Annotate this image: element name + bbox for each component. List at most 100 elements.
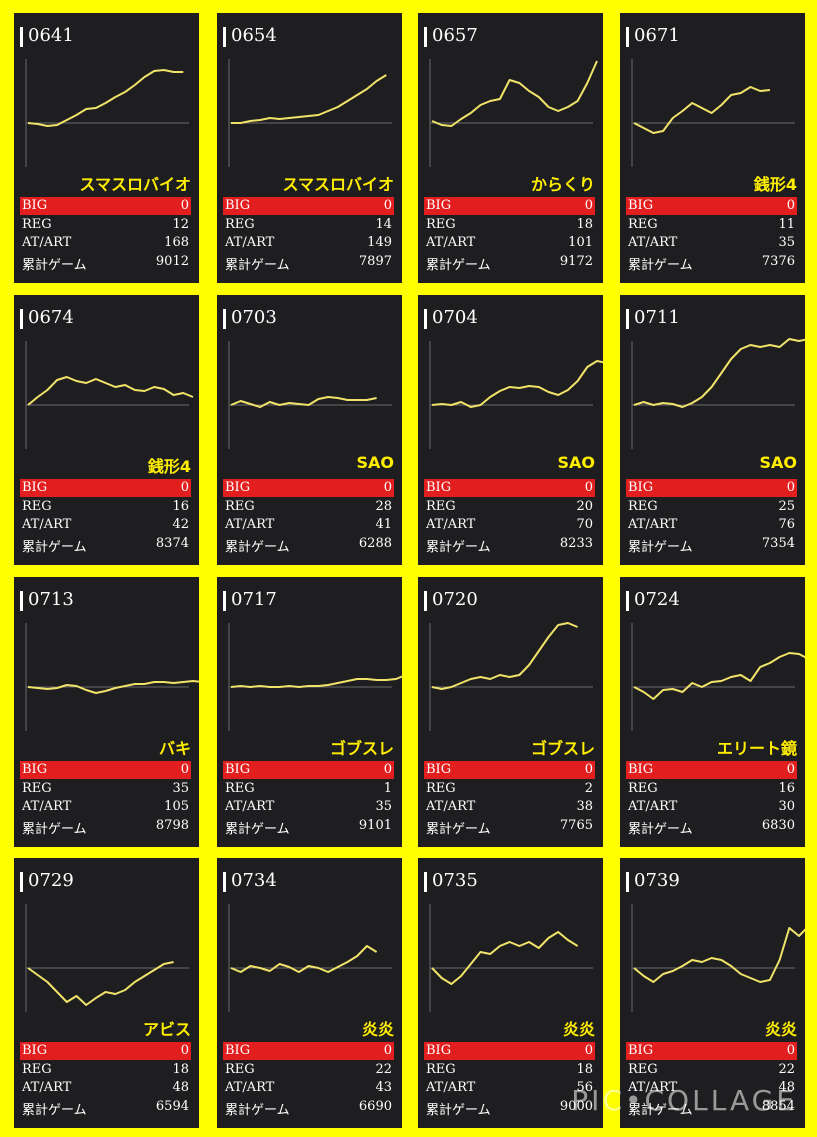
games-label: 累計ゲーム [22,822,87,837]
machine-name: バキ [158,739,191,758]
payout-trend-line [431,622,578,690]
reg-value: 22 [778,1062,795,1077]
machine-number: 0674 [28,307,74,328]
big-value: 0 [180,198,189,213]
slot-card[interactable]: 0704 SAO BIG 0 REG 20 AT/ART 70 累計ゲーム 8233 [418,295,603,565]
big-value: 0 [180,1043,189,1058]
slot-card[interactable]: 0674 銭形4 BIG 0 REG 16 AT/ART 42 累計ゲーム 8374 [14,295,199,565]
machine-name: SAO [759,453,797,472]
at-value: 70 [576,517,593,532]
slot-card[interactable]: 0717 ゴブスレ BIG 0 REG 1 AT/ART 35 累計ゲーム 9101 [217,577,402,847]
games-value: 7765 [559,818,593,833]
slot-card[interactable]: 0713 バキ BIG 0 REG 35 AT/ART 105 累計ゲーム 8798 [14,577,199,847]
slot-card[interactable]: 0654 スマスロバイオ BIG 0 REG 14 AT/ART 149 累計ゲーム 7897 [217,13,402,283]
machine-number-marker [626,309,629,329]
payout-graph [25,904,189,1012]
games-label: 累計ゲーム [628,540,693,555]
at-label: AT/ART [225,799,275,814]
reg-value: 18 [172,1062,189,1077]
reg-value: 11 [778,217,795,232]
at-art-count-row: AT/ART 38 [424,798,595,816]
machine-number-marker [20,872,23,892]
total-games-row: 累計ゲーム 9012 [20,253,191,273]
payout-trend-line [230,945,378,973]
total-games-row: 累計ゲーム 8798 [20,817,191,837]
slot-card[interactable]: 0739 炎炎 BIG 0 REG 22 AT/ART 48 累計ゲーム 8854 [620,858,805,1128]
payout-trend-line [431,360,603,408]
payout-graph [228,623,402,731]
slot-card[interactable]: 0729 アビス BIG 0 REG 18 AT/ART 48 累計ゲーム 6594 [14,858,199,1128]
games-value: 8854 [761,1099,795,1114]
machine-number: 0717 [231,589,277,610]
payout-graph [631,623,805,731]
reg-label: REG [22,1062,52,1077]
payout-graph [228,904,392,1012]
payout-trend-line [633,927,805,983]
machine-number: 0671 [634,25,680,46]
slot-card[interactable]: 0711 SAO BIG 0 REG 25 AT/ART 76 累計ゲーム 7354 [620,295,805,565]
big-label: BIG [22,1043,48,1058]
payout-graph [228,341,392,449]
big-value: 0 [786,480,795,495]
games-value: 9172 [559,254,593,269]
reg-label: REG [426,1062,456,1077]
big-value: 0 [584,198,593,213]
payout-graph [631,59,795,167]
machine-number: 0720 [432,589,478,610]
at-label: AT/ART [225,1080,275,1095]
big-label: BIG [225,1043,251,1058]
at-art-count-row: AT/ART 56 [424,1079,595,1097]
at-value: 30 [778,799,795,814]
reg-label: REG [225,217,255,232]
total-games-row: 累計ゲーム 9000 [424,1098,595,1118]
at-label: AT/ART [426,799,476,814]
machine-name: 銭形4 [147,457,191,476]
at-label: AT/ART [628,799,678,814]
payout-graph [429,622,593,731]
payout-graph [25,341,194,449]
at-art-count-row: AT/ART 149 [223,234,394,252]
at-value: 35 [375,799,392,814]
slot-card[interactable]: 0735 炎炎 BIG 0 REG 18 AT/ART 56 累計ゲーム 9000 [418,858,603,1128]
reg-label: REG [22,499,52,514]
big-count-row: BIG 0 [626,1042,797,1060]
machine-number: 0734 [231,870,277,891]
slot-card[interactable]: 0671 銭形4 BIG 0 REG 11 AT/ART 35 累計ゲーム 7376 [620,13,805,283]
slot-card[interactable]: 0724 エリート鏡 BIG 0 REG 16 AT/ART 30 累計ゲーム 6830 [620,577,805,847]
reg-count-row: REG 18 [424,216,595,234]
slot-card[interactable]: 0641 スマスロバイオ BIG 0 REG 12 AT/ART 168 累計ゲーム 9012 [14,13,199,283]
games-value: 6288 [358,536,392,551]
reg-count-row: REG 28 [223,498,394,516]
total-games-row: 累計ゲーム 8233 [424,535,595,555]
machine-name: アビス [142,1020,191,1039]
reg-value: 18 [576,1062,593,1077]
machine-number: 0704 [432,307,478,328]
slot-card[interactable]: 0657 からくり BIG 0 REG 18 AT/ART 101 累計ゲーム 9172 [418,13,603,283]
games-value: 9012 [155,254,189,269]
reg-count-row: REG 2 [424,780,595,798]
big-label: BIG [22,198,48,213]
payout-trend-line [431,931,579,985]
payout-trend-line [231,74,387,124]
machine-name: 炎炎 [764,1020,797,1039]
games-value: 6690 [358,1099,392,1114]
big-label: BIG [628,762,654,777]
reg-value: 28 [375,499,392,514]
reg-count-row: REG 18 [20,1061,191,1079]
machine-number-marker [626,591,629,611]
slot-card[interactable]: 0734 炎炎 BIG 0 REG 22 AT/ART 43 累計ゲーム 6690 [217,858,402,1128]
at-value: 101 [568,235,593,250]
games-label: 累計ゲーム [22,258,87,273]
big-count-row: BIG 0 [20,1042,191,1060]
machine-number-marker [223,591,226,611]
slot-card[interactable]: 0703 SAO BIG 0 REG 28 AT/ART 41 累計ゲーム 6288 [217,295,402,565]
reg-count-row: REG 12 [20,216,191,234]
big-value: 0 [584,762,593,777]
slot-card[interactable]: 0720 ゴブスレ BIG 0 REG 2 AT/ART 38 累計ゲーム 7765 [418,577,603,847]
at-value: 168 [164,235,189,250]
big-value: 0 [180,762,189,777]
reg-count-row: REG 22 [223,1061,394,1079]
big-label: BIG [426,762,452,777]
reg-count-row: REG 1 [223,780,394,798]
games-label: 累計ゲーム [22,1103,87,1118]
